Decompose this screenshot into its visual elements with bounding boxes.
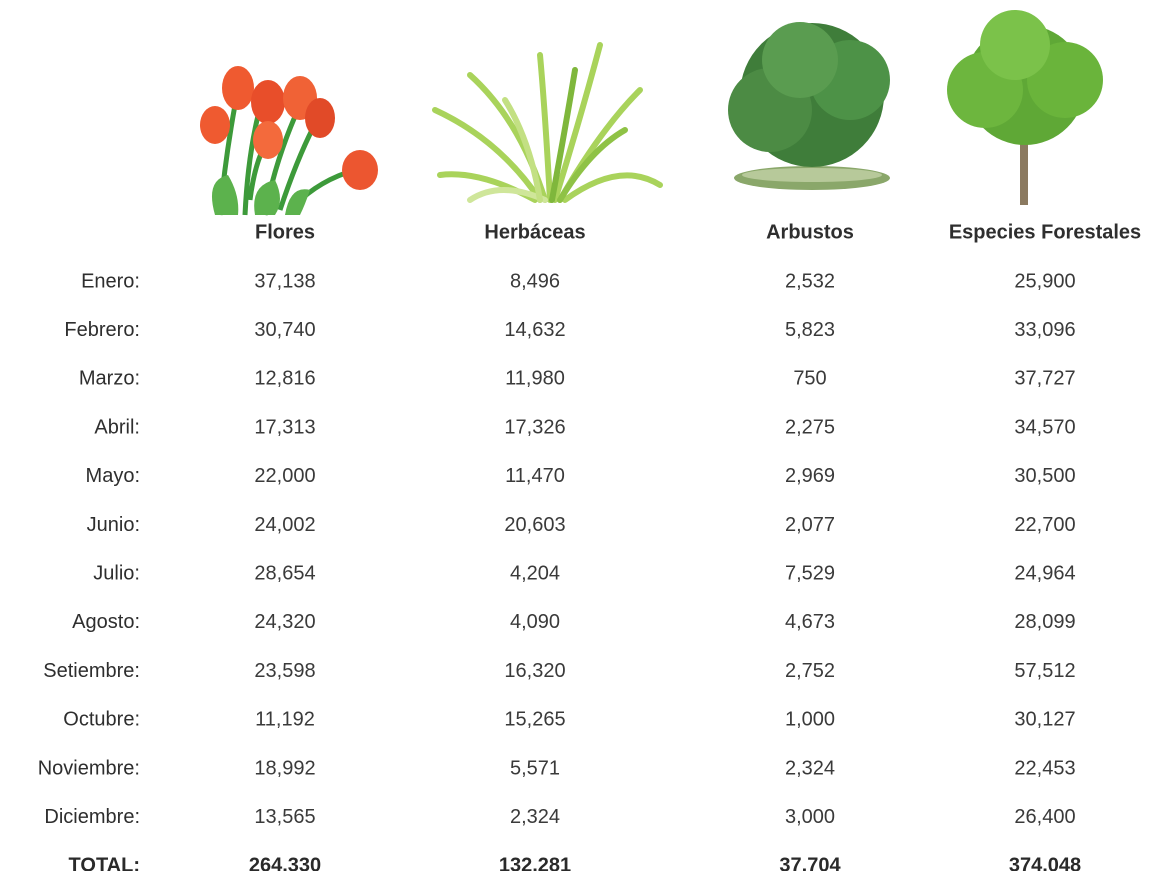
- cell: 750: [793, 368, 826, 390]
- cell: 2,532: [785, 270, 835, 292]
- cell: 24,964: [1014, 562, 1075, 584]
- row-label: Abril:: [94, 416, 140, 438]
- cell: 24,002: [254, 514, 315, 536]
- cell: 37,138: [254, 270, 315, 292]
- row-label: Octubre:: [63, 709, 140, 731]
- cell: 4,090: [510, 611, 560, 633]
- cell: 22,700: [1014, 514, 1075, 536]
- cell: 3,000: [785, 806, 835, 828]
- cell: 37,727: [1014, 368, 1075, 390]
- row-label: Febrero:: [64, 319, 140, 341]
- cell: 25,900: [1014, 270, 1075, 292]
- cell: 24,320: [254, 611, 315, 633]
- cell: 18,992: [254, 757, 315, 779]
- cell: 11,980: [505, 368, 565, 390]
- total-label: TOTAL:: [69, 855, 140, 871]
- herbs-illustration: [435, 45, 660, 200]
- cell: 30,127: [1014, 709, 1075, 731]
- cell: 7,529: [785, 562, 835, 584]
- cell: 5,571: [510, 757, 560, 779]
- tree-illustration: [947, 10, 1103, 205]
- cell: 34,570: [1014, 416, 1075, 438]
- column-header: Herbáceas: [484, 221, 585, 243]
- total-cell: 374,048: [1009, 855, 1081, 871]
- row-label: Junio:: [87, 514, 140, 536]
- cell: 15,265: [504, 709, 565, 731]
- cell: 17,313: [254, 416, 315, 438]
- column-header: Especies Forestales: [949, 221, 1141, 243]
- cell: 11,470: [505, 465, 565, 487]
- row-label: Marzo:: [79, 368, 140, 390]
- flowers-illustration: [200, 66, 378, 215]
- cell: 28,654: [254, 562, 315, 584]
- cell: 11,192: [255, 709, 315, 731]
- cell: 8,496: [510, 270, 560, 292]
- cell: 2,077: [785, 514, 835, 536]
- cell: 5,823: [785, 319, 835, 341]
- cell: 22,453: [1014, 757, 1075, 779]
- column-header: Arbustos: [766, 221, 854, 243]
- column-header: Flores: [255, 221, 315, 243]
- cell: 4,204: [510, 562, 560, 584]
- total-cell: 37,704: [779, 855, 841, 871]
- row-label: Setiembre:: [43, 660, 140, 682]
- total-cell: 132,281: [499, 855, 571, 871]
- cell: 57,512: [1014, 660, 1075, 682]
- total-cell: 264,330: [249, 855, 321, 871]
- cell: 28,099: [1014, 611, 1075, 633]
- row-label: Agosto:: [72, 611, 140, 633]
- row-label: Mayo:: [86, 465, 140, 487]
- row-label: Noviembre:: [38, 757, 140, 779]
- cell: 2,752: [785, 660, 835, 682]
- cell: 2,969: [785, 465, 835, 487]
- cell: 30,740: [254, 319, 315, 341]
- cell: 17,326: [504, 416, 565, 438]
- row-label: Diciembre:: [44, 806, 140, 828]
- cell: 13,565: [254, 806, 315, 828]
- cell: 33,096: [1014, 319, 1075, 341]
- cell: 22,000: [254, 465, 315, 487]
- cell: 26,400: [1014, 806, 1075, 828]
- cell: 2,275: [785, 416, 835, 438]
- cell: 14,632: [504, 319, 565, 341]
- cell: 12,816: [254, 368, 315, 390]
- cell: 30,500: [1014, 465, 1075, 487]
- cell: 2,324: [510, 806, 560, 828]
- cell: 1,000: [785, 709, 835, 731]
- row-label: Julio:: [93, 562, 140, 584]
- cell: 4,673: [785, 611, 835, 633]
- document: Flores Herbáceas Arbustos Especies Forestal…: [0, 0, 1162, 871]
- cell: 23,598: [254, 660, 315, 682]
- shrub-illustration: [728, 22, 890, 190]
- cell: 16,320: [504, 660, 565, 682]
- cell: 2,324: [785, 757, 835, 779]
- row-label: Enero:: [81, 270, 140, 292]
- cell: 20,603: [504, 514, 565, 536]
